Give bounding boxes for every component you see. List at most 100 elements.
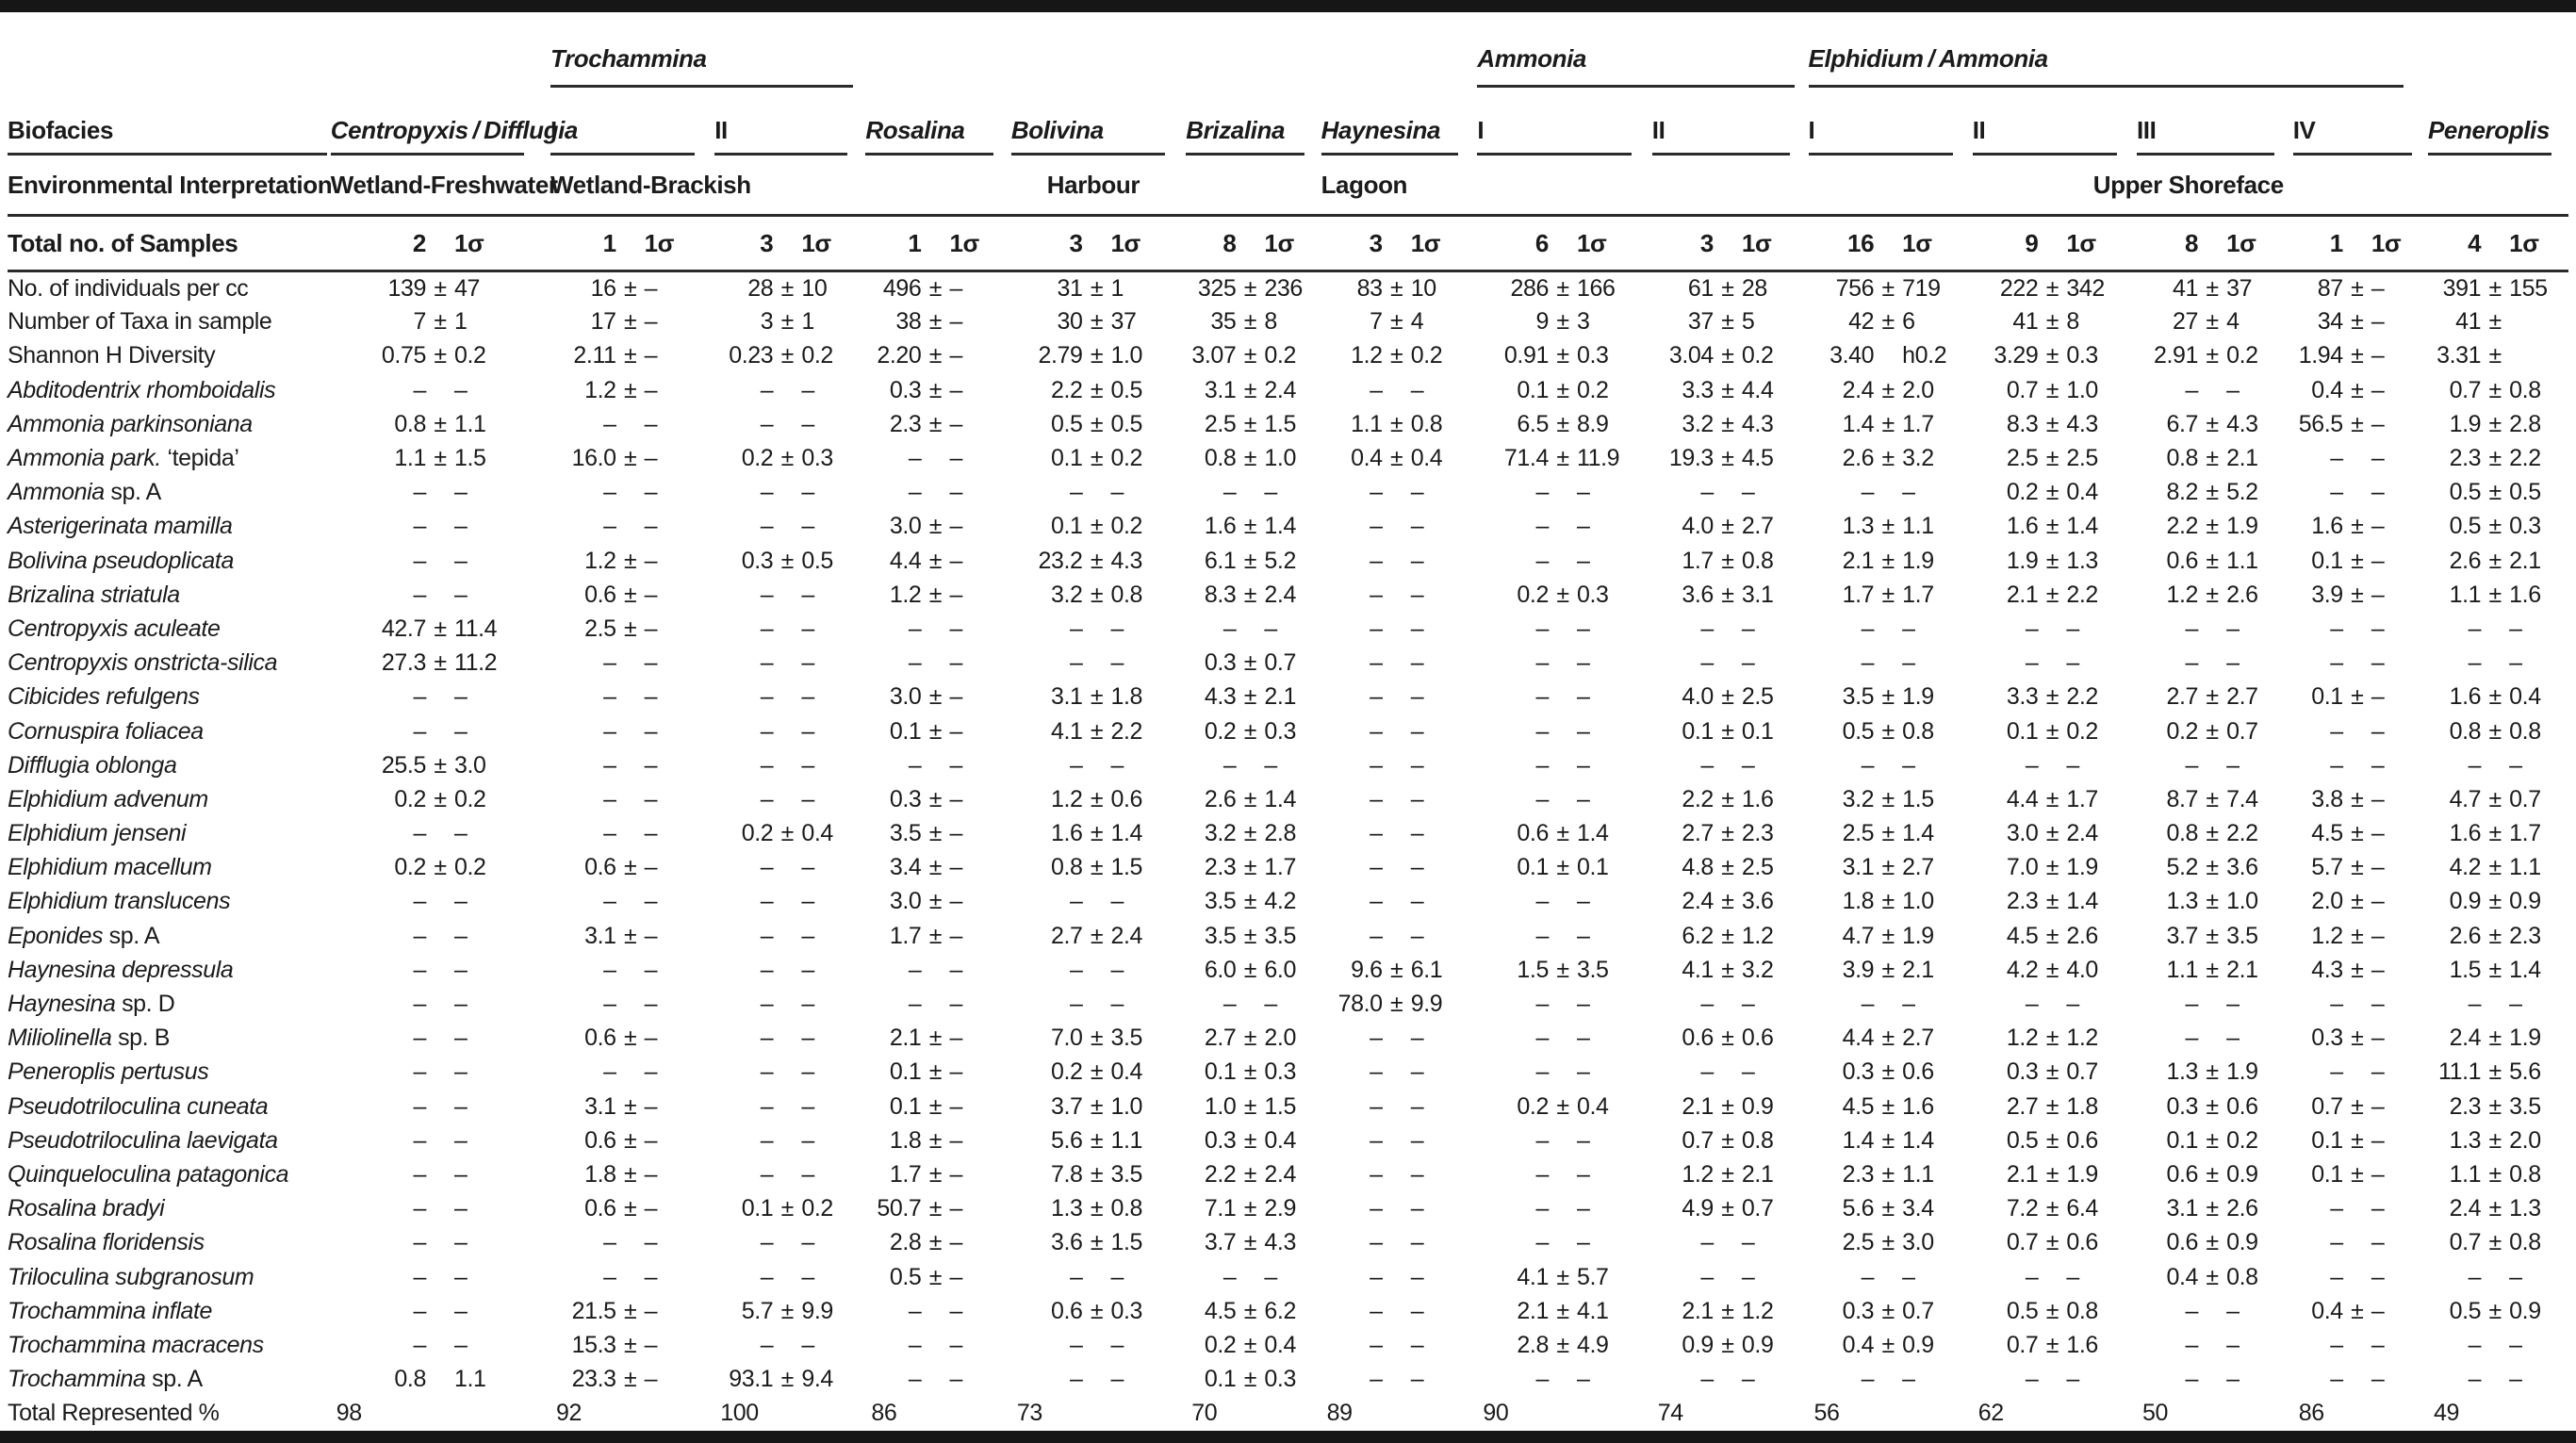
plus-minus-sign: ± [928, 1058, 943, 1086]
cell-value: 496 [882, 274, 922, 302]
data-cell: 1.1 ±1.6 [2428, 578, 2568, 612]
table-body: No. of individuals per cc 139 ±47 16 ± –28 ±10… [8, 271, 2568, 1432]
cell-sigma: – [453, 1229, 468, 1256]
data-cell: – – [2137, 1328, 2293, 1362]
data-cell: – – [331, 544, 550, 578]
cell-value: – [413, 547, 426, 574]
data-cell: – – [2137, 612, 2293, 646]
cell-content: – – [331, 718, 550, 746]
cell-content: 42 ±6 [1809, 308, 1973, 336]
cell-content: 2.1 ±0.9 [1652, 1093, 1809, 1121]
plus-minus-sign: ± [1881, 547, 1895, 574]
cell-value: – [413, 1092, 426, 1120]
plus-minus-sign: ± [1090, 308, 1104, 336]
cell-content: 0.8 ±0.8 [2428, 718, 2568, 746]
data-cell: 3.1 ±2.6 [2137, 1192, 2293, 1226]
cell-value: – [1535, 717, 1549, 745]
column-underline [714, 153, 848, 156]
plus-minus-sign: ± [928, 1025, 943, 1052]
cell-sigma: 2.4 [1264, 1160, 1296, 1188]
cell-sigma: – [453, 888, 468, 915]
data-cell: 3.9 ± – [2293, 578, 2428, 612]
cell-content: – – [1809, 649, 1973, 677]
table-row: Pseudotriloculina cuneata – –3.1 ± – – –0.1 ± –3… [8, 1090, 2568, 1123]
cell-value: – [2025, 1263, 2039, 1290]
cell-content: 0.7 ± – [2293, 1093, 2428, 1121]
data-cell: – – [2293, 1363, 2428, 1397]
data-cell: 1.2 ±2.1 [1652, 1157, 1809, 1191]
cell-sigma: – [801, 922, 814, 949]
cell-sigma: – [801, 1263, 814, 1290]
data-cell: 1.2 ±0.6 [1011, 782, 1186, 816]
cell-content: 1.6 ±1.7 [2428, 820, 2568, 847]
plus-minus-sign: ± [2351, 274, 2364, 302]
row-label: Rosalina floridensis [8, 1226, 331, 1260]
row-label: Number of Taxa in sample [8, 305, 331, 339]
plus-minus-sign: ± [1390, 991, 1403, 1018]
data-cell: 1.9 ±2.8 [2428, 407, 2568, 441]
data-cell: – – [1321, 748, 1478, 782]
column-header: Rosalina [865, 88, 1011, 156]
cell-content: 0.1 ± – [865, 1058, 1011, 1086]
plus-minus-sign: ± [2488, 683, 2502, 711]
cell-value: 4.5 [2006, 922, 2039, 949]
cell-content: – – [2293, 1058, 2428, 1086]
cell-sigma: 1.4 [1264, 513, 1296, 540]
data-cell: – – [331, 476, 550, 510]
cell-value: 2.3 [2449, 445, 2482, 472]
cell-sigma: – [2371, 854, 2385, 881]
data-cell: – – [1477, 510, 1651, 544]
cell-sigma: 3.5 [1110, 1160, 1143, 1188]
plus-minus-sign: ± [1243, 717, 1257, 745]
cell-sigma: 2.4 [1264, 376, 1296, 403]
cell-sigma: – [453, 991, 468, 1018]
cell-value: 2.1 [1682, 1297, 1714, 1324]
cell-value: 3.1 [584, 922, 616, 949]
cell-value: 92 [555, 1400, 582, 1427]
cell-sigma: – [2371, 1126, 2385, 1154]
cell-sigma: 6 [1902, 308, 1915, 336]
cell-value: – [413, 1229, 426, 1256]
cell-value: – [1370, 888, 1383, 915]
cell-sigma: – [801, 615, 814, 642]
plus-minus-sign: ± [1090, 820, 1104, 847]
empty-header-cell [1186, 12, 1321, 88]
cell-content: – – [1011, 888, 1186, 915]
cell-value: – [1069, 751, 1083, 779]
cell-value: 4.0 [1682, 683, 1714, 711]
cell-content: 0.4 ±0.9 [1809, 1332, 1973, 1359]
data-cell: 0.5 ±0.8 [1809, 714, 1973, 748]
cell-sigma: 1 [453, 308, 468, 336]
cell-value: – [1222, 615, 1237, 642]
cell-content: 1.1 ±2.1 [2137, 957, 2293, 984]
cell-value: 4.8 [1682, 854, 1714, 881]
plus-minus-sign: ± [2045, 1229, 2059, 1256]
cell-content: 7.2 ±6.4 [1973, 1195, 2137, 1222]
plus-minus-sign: ± [1881, 683, 1895, 711]
plus-minus-sign: ± [1243, 1025, 1257, 1052]
data-cell: – – [1321, 544, 1478, 578]
cell-sigma: 0.2 [801, 342, 833, 369]
samples-count: 16 [1847, 228, 1875, 257]
cell-value: 3.6 [1050, 1229, 1083, 1256]
data-cell: – – [2293, 647, 2428, 681]
cell-content: – – [865, 752, 1011, 779]
cell-content: 0.2 ±0.3 [714, 445, 865, 472]
data-cell: 17 ± – [550, 305, 714, 339]
plus-minus-sign: ± [928, 717, 943, 745]
cell-content: 0.6 ± – [550, 1127, 714, 1155]
cell-sigma: 0.5 [801, 547, 833, 574]
plus-minus-sign: ± [2206, 410, 2219, 437]
plus-minus-sign: ± [1243, 1195, 1257, 1222]
cell-sigma: – [2371, 820, 2385, 847]
cell-content: 2.3 ±3.5 [2428, 1093, 2568, 1121]
cell-sigma: – [949, 1331, 962, 1358]
cell-sigma: 1.0 [1110, 1092, 1143, 1120]
plus-minus-sign: ± [2488, 1058, 2502, 1086]
data-cell: 0.7 ± – [2293, 1090, 2428, 1123]
data-cell: – – [550, 1226, 714, 1260]
cell-sigma: – [1110, 649, 1124, 677]
cell-value: 35 [1210, 308, 1237, 336]
samples-cell-content: 2 1σ [331, 229, 550, 258]
cell-sigma: 1.0 [1110, 342, 1143, 369]
